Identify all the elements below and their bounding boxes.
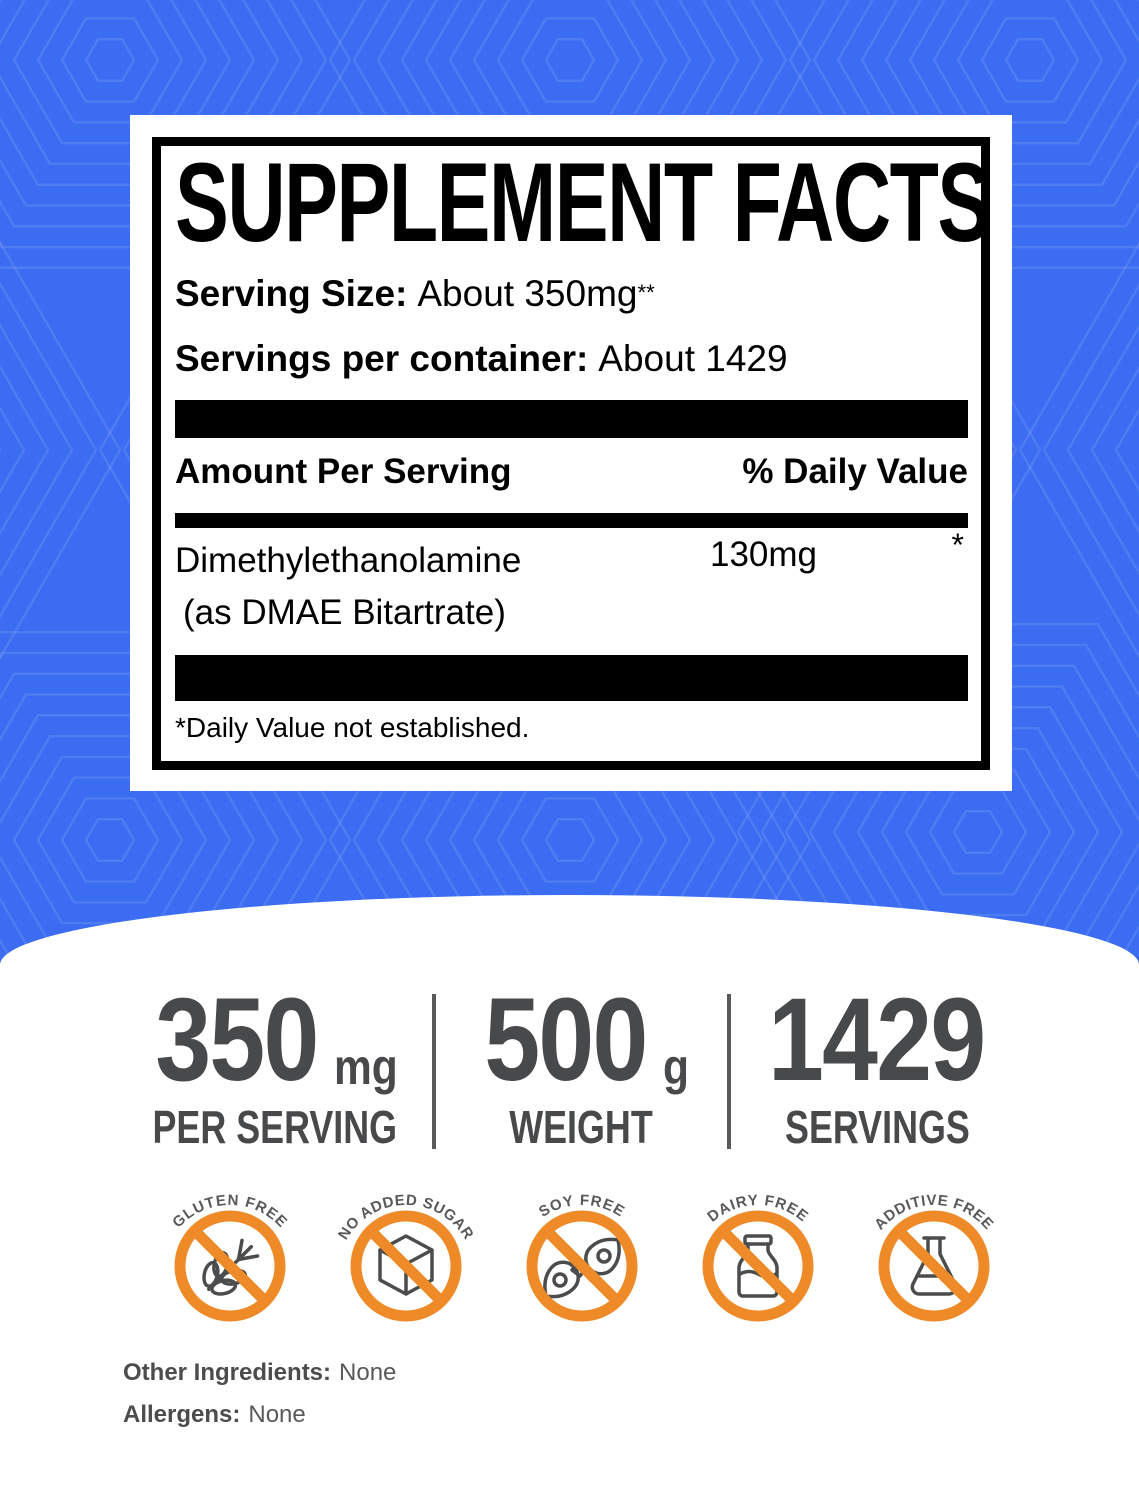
supplement-facts-panel: SUPPLEMENT FACTS Serving Size: About 350m… xyxy=(130,115,1012,791)
stat-weight-unit: g xyxy=(662,1039,689,1095)
stat-per-serving-value: 350 xyxy=(155,974,319,1106)
ingredient-daily-value: * xyxy=(951,527,964,563)
stat-servings: 1429 SERVINGS xyxy=(731,974,1023,1153)
stat-servings-label: SERVINGS xyxy=(784,1101,970,1153)
facts-title: SUPPLEMENT FACTS xyxy=(175,141,991,264)
prohibition-sign xyxy=(526,1210,638,1322)
ingredient-name: Dimethylethanolamine xyxy=(175,541,522,580)
stat-weight-label: WEIGHT xyxy=(509,1101,654,1153)
stat-per-serving-unit: mg xyxy=(333,1039,398,1095)
allergens-value: None xyxy=(248,1401,306,1428)
amount-per-serving-header: Amount Per Serving xyxy=(175,452,512,491)
curved-white-section xyxy=(0,895,1139,1500)
other-ingredients-value: None xyxy=(339,1359,397,1386)
other-ingredients-label: Other Ingredients: xyxy=(123,1359,332,1386)
stat-per-serving: 350 mg PER SERVING xyxy=(118,974,432,1153)
soy-free-badge: SOY FREE xyxy=(526,1192,638,1322)
stat-weight-value-row: 500 g xyxy=(470,974,693,1106)
facts-border xyxy=(152,137,990,770)
wheat-icon xyxy=(202,1238,260,1296)
ingredient-amount: 130mg xyxy=(710,535,818,574)
prohibition-sign xyxy=(702,1210,814,1322)
servings-per-container-line: Servings per container: About 1429 xyxy=(175,338,968,380)
ingredient-name-detail: (as DMAE Bitartrate) xyxy=(183,593,506,632)
facts-header-row: Amount Per Serving % Daily Value xyxy=(175,452,968,492)
allergens-label: Allergens: xyxy=(123,1401,241,1428)
prohibition-sign xyxy=(878,1210,990,1322)
prohibition-sign xyxy=(174,1210,286,1322)
prohibition-sign xyxy=(350,1210,462,1322)
other-ingredients-line: Other Ingredients: None xyxy=(123,1352,396,1394)
servings-label: Servings per container: xyxy=(175,338,589,379)
gluten-free-badge: GLUTEN FREE xyxy=(169,1192,290,1322)
daily-value-header: % Daily Value xyxy=(742,452,968,491)
no-added-sugar-badge: NO ADDED SUGAR xyxy=(335,1192,476,1322)
separator-bar-top xyxy=(175,400,968,438)
serving-size-label: Serving Size: xyxy=(175,273,408,314)
stats-row: 350 mg PER SERVING 500 g WEIGHT 1429 SERVI… xyxy=(118,974,1023,1153)
daily-value-footnote: *Daily Value not established. xyxy=(175,712,530,743)
additive-free-badge: ADDITIVE FREE xyxy=(871,1192,996,1322)
servings-value: About 1429 xyxy=(598,338,788,379)
ingredient-row: Dimethylethanolamine (as DMAE Bitartrate… xyxy=(175,527,968,633)
stat-per-serving-value-row: 350 mg xyxy=(141,974,409,1106)
free-from-badges: GLUTEN FREE NO ADDED SUGAR xyxy=(142,1188,1022,1328)
serving-size-line: Serving Size: About 350mg** xyxy=(175,273,968,315)
dairy-free-badge: DAIRY FREE xyxy=(702,1192,814,1322)
stat-divider xyxy=(431,994,436,1149)
stat-weight: 500 g WEIGHT xyxy=(436,974,728,1153)
allergens-line: Allergens: None xyxy=(123,1394,396,1436)
stat-servings-value: 1429 xyxy=(767,974,986,1106)
separator-bar-bottom xyxy=(175,655,968,701)
header-rule xyxy=(175,513,968,528)
serving-size-asterisks: ** xyxy=(637,280,655,305)
stat-weight-value: 500 xyxy=(484,974,648,1106)
stat-divider xyxy=(727,994,732,1149)
footer-notes: Other Ingredients: None Allergens: None xyxy=(123,1352,396,1436)
stat-servings-value-row: 1429 xyxy=(749,974,1006,1106)
serving-size-value: About 350mg xyxy=(417,273,638,314)
stat-per-serving-label: PER SERVING xyxy=(152,1101,398,1153)
facts-title-text: SUPPLEMENT FACTS xyxy=(175,140,991,265)
